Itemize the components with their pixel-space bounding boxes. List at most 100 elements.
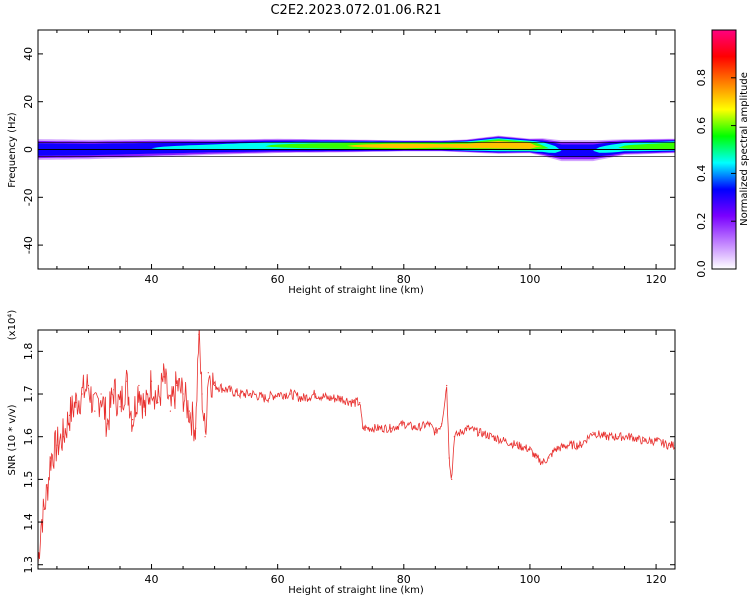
snr-point bbox=[251, 393, 253, 395]
snr-point bbox=[264, 397, 266, 399]
snr-point bbox=[113, 389, 115, 391]
spectrum-y-tick-label: -20 bbox=[22, 188, 35, 206]
snr-point bbox=[169, 410, 171, 412]
snr-point bbox=[554, 448, 556, 451]
snr-point bbox=[491, 436, 493, 438]
colorbar-tick-label: 0.4 bbox=[695, 165, 708, 183]
spectrum-y-tick-label: 0 bbox=[22, 146, 35, 153]
snr-point bbox=[106, 423, 108, 425]
spectrum-y-tick-label: 20 bbox=[22, 95, 35, 109]
snr-point bbox=[182, 393, 184, 395]
snr-point bbox=[642, 440, 645, 442]
snr-x-tick-label: 80 bbox=[397, 573, 411, 586]
snr-point bbox=[132, 419, 134, 421]
snr-x-tick-label: 40 bbox=[145, 573, 159, 586]
snr-point bbox=[144, 410, 146, 412]
snr-point bbox=[466, 427, 468, 429]
snr-point bbox=[87, 384, 90, 387]
snr-y-tick-label: 1.4 bbox=[22, 513, 35, 531]
snr-point bbox=[138, 384, 140, 387]
spectrum-y-axis-label: Frequency (Hz) bbox=[7, 112, 18, 188]
snr-point bbox=[359, 402, 361, 404]
snr-point bbox=[157, 402, 159, 404]
snr-point bbox=[302, 397, 304, 399]
snr-y-tick-label: 1.3 bbox=[22, 556, 35, 574]
snr-point bbox=[415, 427, 417, 429]
snr-point bbox=[163, 376, 165, 378]
snr-point bbox=[201, 393, 203, 395]
snr-point bbox=[289, 393, 291, 395]
spectrum-x-axis: 40 60 80 100 120 bbox=[56, 30, 667, 286]
colorbar-gradient bbox=[711, 29, 737, 270]
snr-y-tick-label: 1.8 bbox=[22, 343, 35, 361]
snr-point bbox=[403, 423, 405, 425]
colorbar-tick-label: 0.6 bbox=[695, 117, 708, 135]
snr-point bbox=[68, 414, 71, 416]
snr-point bbox=[542, 461, 544, 463]
snr-point bbox=[371, 427, 373, 429]
snr-x-axis: 40 60 80 100 120 bbox=[56, 330, 667, 586]
snr-point bbox=[195, 427, 197, 429]
spectrum-panel: 40 60 80 100 120 -40 -20 0 20 40 Height of strai… bbox=[7, 29, 676, 296]
snr-plot-frame bbox=[37, 329, 676, 570]
snr-point bbox=[314, 393, 317, 395]
spectrum-y-tick-label: 40 bbox=[22, 47, 35, 61]
snr-point bbox=[327, 397, 329, 399]
spectrum-x-tick-label: 100 bbox=[519, 273, 540, 286]
snr-y-tick-label: 1.7 bbox=[22, 385, 35, 403]
figure-title: C2E2.2023.072.01.06.R21 bbox=[270, 3, 441, 18]
snr-point bbox=[214, 384, 216, 387]
snr-point bbox=[204, 436, 206, 438]
snr-point bbox=[516, 444, 518, 446]
snr-point bbox=[50, 457, 52, 459]
colorbar-tick-label: 0.8 bbox=[695, 69, 708, 87]
spectrum-x-tick-label: 60 bbox=[271, 273, 285, 286]
snr-point bbox=[188, 410, 190, 412]
snr-x-tick-label: 60 bbox=[271, 573, 285, 586]
snr-point bbox=[207, 372, 209, 374]
snr-point bbox=[390, 427, 392, 429]
snr-point bbox=[655, 440, 657, 442]
snr-panel: 40 60 80 100 120 1.3 1.4 1.5 1.6 1.7 1.8 Height o… bbox=[7, 310, 676, 596]
snr-point bbox=[46, 487, 49, 489]
snr-point bbox=[453, 436, 455, 438]
snr-point bbox=[504, 440, 506, 442]
snr-point bbox=[529, 448, 531, 451]
snr-point bbox=[478, 431, 481, 433]
snr-point bbox=[75, 402, 77, 404]
spectrum-x-axis-label: Height of straight line (km) bbox=[288, 285, 424, 296]
snr-point bbox=[62, 436, 64, 438]
colorbar-label: Normalized spectral amplitude bbox=[739, 72, 750, 226]
snr-point bbox=[441, 423, 443, 425]
snr-point bbox=[592, 431, 594, 433]
colorbar: 0.0 0.2 0.4 0.6 0.8 Normalized spectral ampl… bbox=[695, 29, 750, 278]
colorbar-tick-label: 0.2 bbox=[695, 212, 708, 230]
snr-point bbox=[43, 508, 45, 510]
snr-point bbox=[100, 393, 102, 395]
snr-y-axis-label: SNR (10 * v/v) bbox=[7, 404, 18, 475]
snr-point bbox=[176, 384, 178, 387]
snr-point bbox=[362, 427, 364, 429]
spectrum-x-tick-label: 80 bbox=[397, 273, 411, 286]
snr-point bbox=[617, 436, 619, 438]
snr-point bbox=[94, 410, 96, 412]
snr-point bbox=[352, 402, 354, 404]
snr-point bbox=[567, 444, 569, 446]
snr-series-line bbox=[38, 330, 675, 566]
snr-y-tick-label: 1.6 bbox=[22, 428, 35, 446]
heatmap-level-5 bbox=[38, 141, 675, 151]
snr-point bbox=[125, 380, 127, 382]
colorbar-tick-label: 0.0 bbox=[695, 260, 708, 278]
snr-x-tick-label: 120 bbox=[646, 573, 667, 586]
snr-point bbox=[239, 393, 241, 395]
snr-y-axis: 1.3 1.4 1.5 1.6 1.7 1.8 bbox=[22, 343, 675, 574]
snr-point bbox=[150, 380, 153, 382]
snr-point bbox=[448, 457, 450, 459]
heatmap-band bbox=[38, 135, 675, 162]
colorbar-axis: 0.0 0.2 0.4 0.6 0.8 bbox=[695, 69, 736, 278]
snr-point bbox=[548, 457, 550, 459]
snr-x-axis-label: Height of straight line (km) bbox=[288, 585, 424, 596]
snr-y-tick-label: 1.5 bbox=[22, 471, 35, 489]
snr-point bbox=[428, 423, 430, 425]
